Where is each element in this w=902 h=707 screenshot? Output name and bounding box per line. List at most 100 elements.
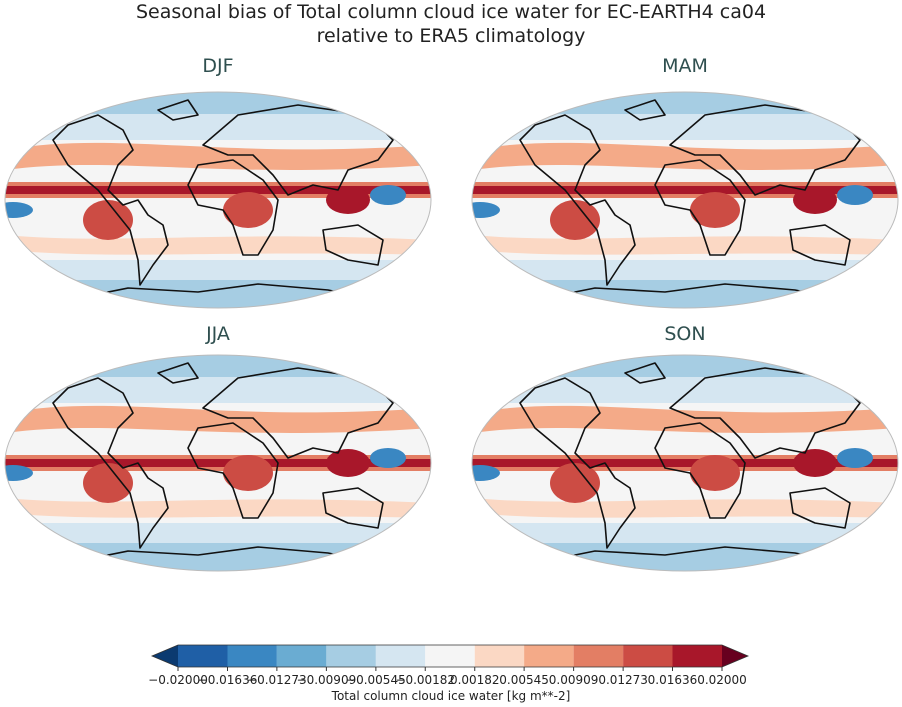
map-panel	[4, 354, 432, 572]
colorbar-segment	[375, 645, 426, 667]
colorbar-tick-label: 0.00545	[499, 673, 549, 687]
map-field	[5, 355, 431, 571]
map-border	[4, 354, 432, 572]
colorbar-segment	[474, 645, 525, 667]
colorbar-segment	[326, 645, 376, 667]
field-blob	[5, 202, 33, 218]
field-band	[5, 405, 431, 433]
panel-title: SON	[664, 323, 705, 345]
field-blob	[5, 465, 33, 481]
coastline	[187, 422, 279, 519]
colorbar-label: Total column cloud ice water [kg m**-2]	[331, 689, 571, 703]
field-band	[472, 459, 898, 467]
map-border	[471, 354, 899, 572]
coastline	[187, 159, 279, 256]
field-blob	[83, 200, 133, 240]
colorbar-tick-label: −0.00182	[395, 673, 455, 687]
coastline	[669, 367, 861, 459]
colorbar-segment	[425, 645, 475, 667]
field-blob	[690, 455, 740, 491]
coastline	[654, 422, 746, 519]
field-band	[5, 280, 431, 308]
coastline	[624, 99, 666, 121]
title-line: Seasonal bias of Total column cloud ice …	[136, 1, 766, 23]
coastline	[624, 362, 666, 384]
field-band	[5, 92, 431, 114]
field-blob	[837, 185, 873, 205]
field-band	[472, 186, 898, 194]
map-field	[472, 355, 898, 571]
coastline	[322, 487, 384, 529]
colorbar-segment	[227, 645, 277, 667]
field-blob	[370, 185, 406, 205]
field-band	[472, 280, 898, 308]
coastline	[789, 224, 851, 266]
field-blob	[326, 449, 370, 477]
map-panel	[4, 91, 432, 309]
coastline	[654, 159, 746, 256]
panel-title: DJF	[202, 55, 233, 77]
colorbar-segment	[276, 645, 327, 667]
colorbar-tick-label: −0.02000	[148, 673, 208, 687]
field-band	[5, 355, 431, 377]
map-field	[5, 92, 431, 308]
coastline	[202, 367, 394, 459]
field-band	[472, 142, 898, 170]
coastline	[52, 377, 169, 549]
field-blob	[223, 192, 273, 228]
title-line: relative to ERA5 climatology	[317, 25, 586, 47]
colorbar-segment	[672, 645, 722, 667]
field-band	[472, 355, 898, 377]
colorbar-tick-label: −0.01273	[247, 673, 307, 687]
panel-title: MAM	[662, 55, 708, 77]
field-blob	[83, 463, 133, 503]
field-band	[5, 186, 431, 194]
field-blob	[472, 202, 500, 218]
coastline	[202, 104, 394, 196]
field-blob	[326, 186, 370, 214]
coastline	[519, 377, 636, 549]
colorbar-tick-label: 0.00909	[549, 673, 599, 687]
colorbar-segment	[623, 645, 673, 667]
field-blob	[370, 448, 406, 468]
colorbar-tick-label: −0.00909	[297, 673, 357, 687]
coastline	[322, 224, 384, 266]
field-band	[472, 543, 898, 571]
map-border	[471, 91, 899, 309]
map-panel	[471, 91, 899, 309]
colorbar-over	[722, 645, 748, 667]
field-blob	[223, 455, 273, 491]
coastline	[52, 114, 169, 286]
coastline	[157, 99, 199, 121]
colorbar-segment	[573, 645, 624, 667]
map-panel	[471, 354, 899, 572]
colorbar-tick-label: −0.01636	[198, 673, 258, 687]
field-blob	[837, 448, 873, 468]
coastline	[789, 487, 851, 529]
colorbar-segment	[524, 645, 574, 667]
field-blob	[793, 186, 837, 214]
colorbar-tick-label: 0.01636	[648, 673, 698, 687]
field-band	[5, 459, 431, 467]
field-band	[5, 142, 431, 170]
colorbar-segment	[178, 645, 228, 667]
map-border	[4, 91, 432, 309]
coastline	[157, 362, 199, 384]
field-blob	[690, 192, 740, 228]
field-blob	[550, 463, 600, 503]
coastline	[669, 104, 861, 196]
field-band	[5, 543, 431, 571]
colorbar-tick-label: 0.01273	[598, 673, 648, 687]
colorbar-tick-label: 0.02000	[697, 673, 747, 687]
field-blob	[472, 465, 500, 481]
field-blob	[793, 449, 837, 477]
field-blob	[550, 200, 600, 240]
colorbar-tick-label: −0.00545	[346, 673, 406, 687]
colorbar-under	[152, 645, 178, 667]
colorbar-tick-label: 0.00182	[450, 673, 500, 687]
field-band	[472, 92, 898, 114]
map-field	[472, 92, 898, 308]
field-band	[472, 405, 898, 433]
panel-title: JJA	[205, 323, 230, 345]
